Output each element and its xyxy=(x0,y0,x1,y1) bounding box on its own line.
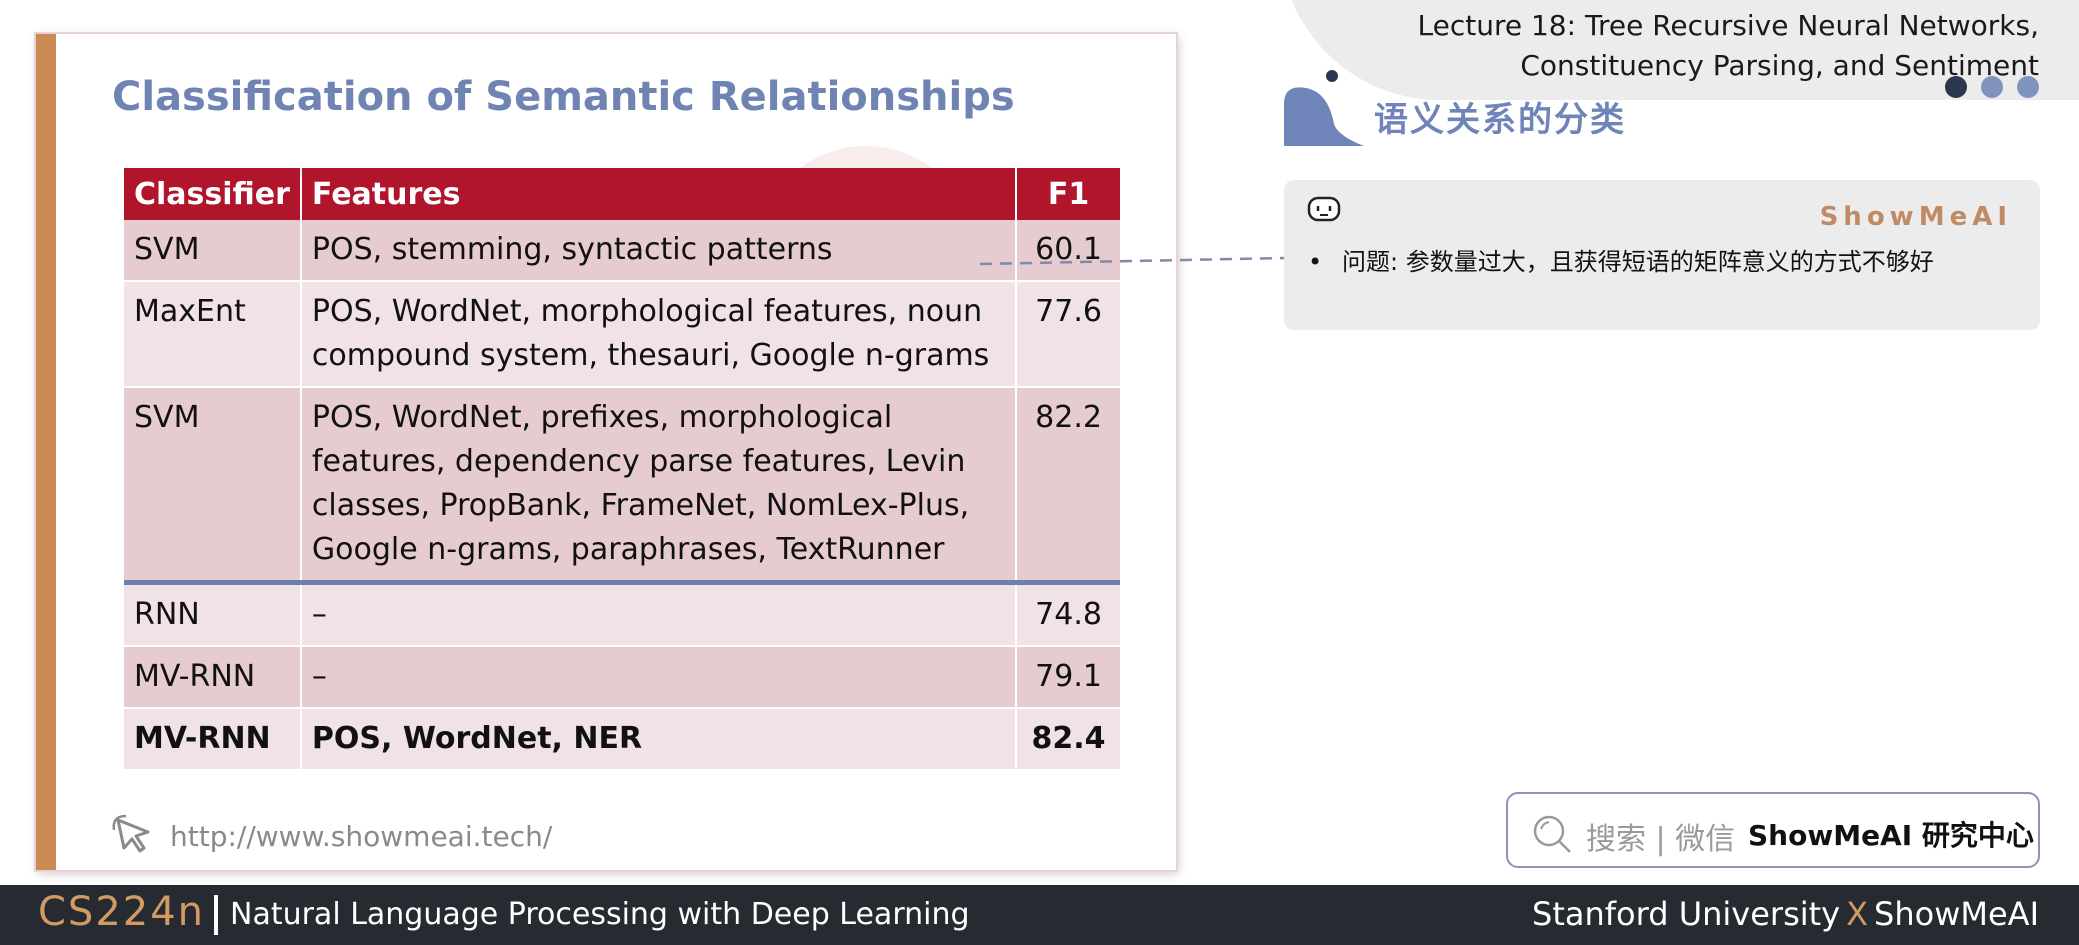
results-table: Classifier Features F1 SVM POS, stemming… xyxy=(124,168,1120,771)
slide-accent-bar xyxy=(36,34,56,870)
dot-indicator xyxy=(2017,76,2039,98)
column-header-f1: F1 xyxy=(1016,168,1120,220)
search-brand: ShowMeAI 研究中心 xyxy=(1748,819,2034,852)
cell-features: POS, WordNet, morphological features, no… xyxy=(300,281,1018,388)
search-icon xyxy=(1533,815,1571,853)
column-header-classifier: Classifier xyxy=(124,168,302,220)
cell-features: POS, stemming, syntactic patterns xyxy=(300,220,1018,282)
table-row: SVM POS, stemming, syntactic patterns 60… xyxy=(124,220,1120,282)
cell-classifier: SVM xyxy=(124,387,302,585)
table-row: MaxEnt POS, WordNet, morphological featu… xyxy=(124,281,1120,388)
robot-icon xyxy=(1307,196,1341,222)
bullet-marker: • xyxy=(1308,248,1323,276)
search-label: 搜索 | 微信 xyxy=(1586,822,1736,857)
note-text: 问题: 参数量过大，且获得短语的矩阵意义的方式不够好 xyxy=(1342,248,1934,276)
note-card: ShowMeAI • 问题: 参数量过大，且获得短语的矩阵意义的方式不够好 xyxy=(1284,180,2040,330)
lecture-title: Lecture 18: Tree Recursive Neural Networ… xyxy=(1418,6,2039,86)
cell-f1: 77.6 xyxy=(1016,281,1120,388)
dot-indicator xyxy=(1981,76,2003,98)
org-stanford: Stanford University xyxy=(1532,895,1841,933)
cell-classifier: MV-RNN xyxy=(124,646,302,709)
section-dot xyxy=(1326,70,1338,82)
slide-dots xyxy=(1945,76,2039,98)
footer-divider xyxy=(214,895,218,935)
column-header-features: Features xyxy=(300,168,1018,220)
dashed-connector xyxy=(980,256,1286,266)
cell-classifier: MaxEnt xyxy=(124,281,302,388)
section-shape-icon xyxy=(1284,87,1364,146)
table-row: MV-RNN – 79.1 xyxy=(124,646,1120,709)
cell-features: POS, WordNet, NER xyxy=(300,708,1018,771)
org-separator: X xyxy=(1846,895,1869,933)
section-title: 语义关系的分类 xyxy=(1374,100,1626,140)
lecture-title-line1: Lecture 18: Tree Recursive Neural Networ… xyxy=(1417,9,2039,42)
note-bullet: • 问题: 参数量过大，且获得短语的矩阵意义的方式不够好 xyxy=(1308,242,1934,277)
table-row: RNN – 74.8 xyxy=(124,582,1120,647)
table-row: SVM POS, WordNet, prefixes, morphologica… xyxy=(124,387,1120,585)
table-header-row: Classifier Features F1 xyxy=(124,168,1120,220)
cell-classifier: MV-RNN xyxy=(124,708,302,771)
cell-features: – xyxy=(300,646,1018,709)
cell-classifier: RNN xyxy=(124,582,302,647)
brand-label: ShowMeAI xyxy=(1819,202,2012,232)
slide-title: Classification of Semantic Relationships xyxy=(112,74,1015,120)
cell-features: – xyxy=(300,582,1018,647)
cell-f1: 79.1 xyxy=(1016,646,1120,709)
cell-features: POS, WordNet, prefixes, morphological fe… xyxy=(300,387,1018,585)
cell-f1: 82.2 xyxy=(1016,387,1120,585)
footer-org: Stanford University X ShowMeAI xyxy=(1532,895,2039,933)
cell-f1: 60.1 xyxy=(1016,220,1120,282)
cursor-click-icon xyxy=(112,814,150,853)
table-row: MV-RNN POS, WordNet, NER 82.4 xyxy=(124,708,1120,771)
website-link[interactable]: http://www.showmeai.tech/ xyxy=(170,820,553,853)
footer-bar: CS224n Natural Language Processing with … xyxy=(0,885,2079,945)
cell-f1: 74.8 xyxy=(1016,582,1120,647)
search-box[interactable]: 搜索 | 微信 ShowMeAI 研究中心 xyxy=(1506,792,2040,868)
org-showmeai: ShowMeAI xyxy=(1874,895,2039,933)
cell-f1: 82.4 xyxy=(1016,708,1120,771)
course-code: CS224n xyxy=(38,889,206,935)
course-name: Natural Language Processing with Deep Le… xyxy=(230,897,970,932)
slide-card: Classification of Semantic Relationships… xyxy=(36,34,1176,870)
cell-classifier: SVM xyxy=(124,220,302,282)
dot-indicator xyxy=(1945,76,1967,98)
